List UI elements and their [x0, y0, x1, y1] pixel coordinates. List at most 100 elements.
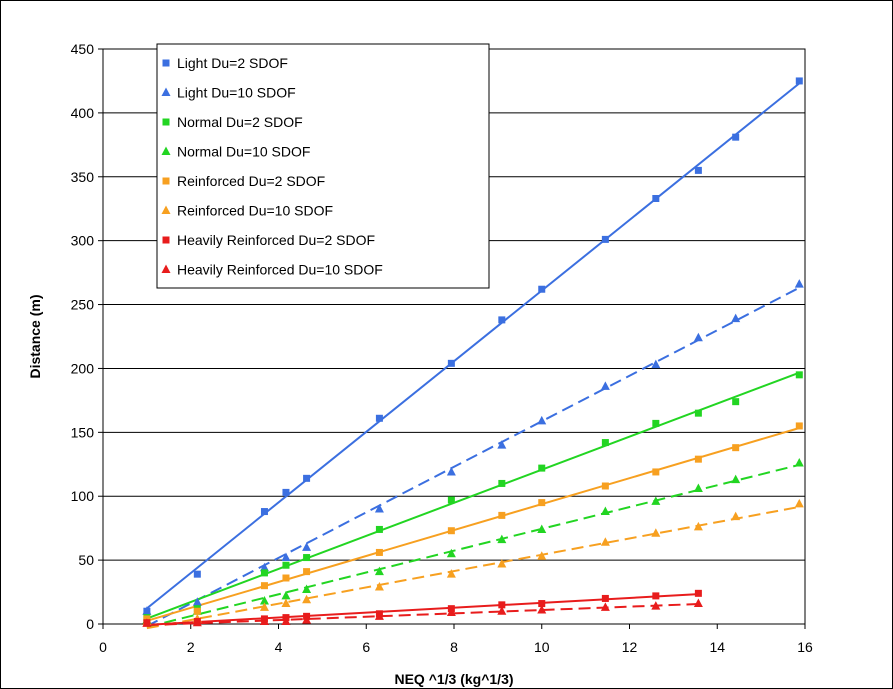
data-point	[192, 617, 202, 627]
trendline-5	[146, 505, 800, 630]
data-point	[447, 496, 455, 504]
data-point	[732, 133, 740, 141]
data-point	[601, 594, 609, 602]
data-point	[259, 602, 269, 611]
data-point	[600, 602, 610, 611]
data-point	[375, 414, 383, 422]
data-point	[601, 235, 609, 243]
data-point	[260, 508, 268, 516]
legend-box	[156, 43, 490, 289]
data-point	[795, 371, 803, 379]
data-point	[142, 606, 152, 615]
data-point	[497, 440, 507, 449]
data-point	[652, 468, 660, 476]
y-tick-label: 150	[71, 424, 95, 440]
data-point	[652, 419, 660, 427]
y-tick-label: 300	[71, 233, 95, 249]
data-point	[693, 332, 703, 342]
legend-marker	[162, 236, 170, 244]
legend-marker	[162, 118, 170, 126]
x-tick-label: 12	[622, 639, 638, 655]
data-point	[651, 359, 661, 369]
data-point	[498, 511, 506, 519]
data-point	[446, 607, 456, 616]
data-point	[142, 618, 152, 627]
legend-marker	[161, 205, 171, 214]
data-point	[795, 77, 803, 85]
data-point	[447, 527, 455, 535]
data-point	[281, 616, 291, 625]
legend-label: Normal Du=10 SDOF	[177, 144, 310, 160]
x-tick-label: 6	[362, 639, 370, 655]
data-point	[497, 558, 507, 568]
data-point	[259, 562, 269, 572]
data-point	[732, 444, 740, 452]
data-point	[303, 474, 311, 482]
trendline-1	[146, 286, 800, 628]
data-point	[282, 574, 290, 582]
data-point	[537, 551, 547, 560]
data-point	[498, 316, 506, 324]
data-point	[731, 313, 741, 323]
y-tick-label: 350	[71, 169, 95, 185]
data-point	[651, 496, 661, 505]
data-point	[303, 568, 311, 576]
trendline-3	[146, 463, 800, 628]
data-point	[538, 464, 546, 472]
trendline-4	[146, 427, 800, 622]
data-point	[193, 607, 201, 615]
data-point	[303, 554, 311, 562]
data-point	[281, 552, 291, 562]
data-point	[651, 601, 661, 610]
y-axis-title: Distance (m)	[27, 294, 43, 378]
data-point	[282, 561, 290, 569]
trendline-0	[146, 82, 800, 610]
legend-label: Light Du=2 SDOF	[177, 55, 288, 71]
y-tick-label: 0	[86, 616, 94, 632]
y-tick-label: 200	[71, 360, 95, 376]
y-tick-label: 400	[71, 105, 95, 121]
legend-label: Heavily Reinforced Du=10 SDOF	[177, 262, 383, 278]
legend-marker	[161, 87, 171, 96]
legend-marker	[162, 177, 170, 185]
data-point	[374, 611, 384, 620]
legend-label: Light Du=10 SDOF	[177, 85, 296, 101]
data-point	[538, 600, 546, 608]
legend-label: Heavily Reinforced Du=2 SDOF	[177, 232, 375, 248]
data-point	[652, 195, 660, 202]
data-point	[537, 604, 547, 614]
data-point	[538, 499, 546, 507]
y-tick-label: 250	[71, 297, 95, 313]
data-point	[497, 534, 507, 544]
legend-label: Reinforced Du=2 SDOF	[177, 173, 325, 189]
x-tick-label: 8	[450, 639, 458, 655]
data-point	[694, 409, 702, 417]
data-point	[731, 474, 741, 484]
data-point	[732, 398, 740, 406]
x-tick-label: 16	[797, 639, 813, 655]
data-point	[794, 458, 804, 467]
data-point	[693, 521, 703, 531]
trendline-6	[146, 593, 699, 626]
data-point	[281, 598, 291, 608]
data-point	[302, 542, 312, 551]
data-point	[731, 511, 741, 521]
legend-marker	[161, 146, 171, 155]
data-point	[538, 285, 546, 293]
data-point	[693, 483, 703, 493]
data-point	[447, 359, 455, 367]
data-point	[374, 566, 384, 576]
data-point	[693, 598, 703, 608]
data-point	[260, 582, 268, 590]
data-point	[259, 616, 269, 625]
legend-marker	[162, 59, 170, 67]
data-point	[446, 548, 456, 558]
legend-label: Normal Du=2 SDOF	[177, 114, 303, 130]
data-point	[192, 597, 202, 606]
data-point	[375, 548, 383, 556]
x-tick-label: 4	[275, 639, 283, 655]
trendline-7	[146, 603, 699, 627]
legend-marker	[161, 264, 171, 273]
data-point	[651, 528, 661, 537]
x-tick-label: 14	[709, 639, 725, 655]
